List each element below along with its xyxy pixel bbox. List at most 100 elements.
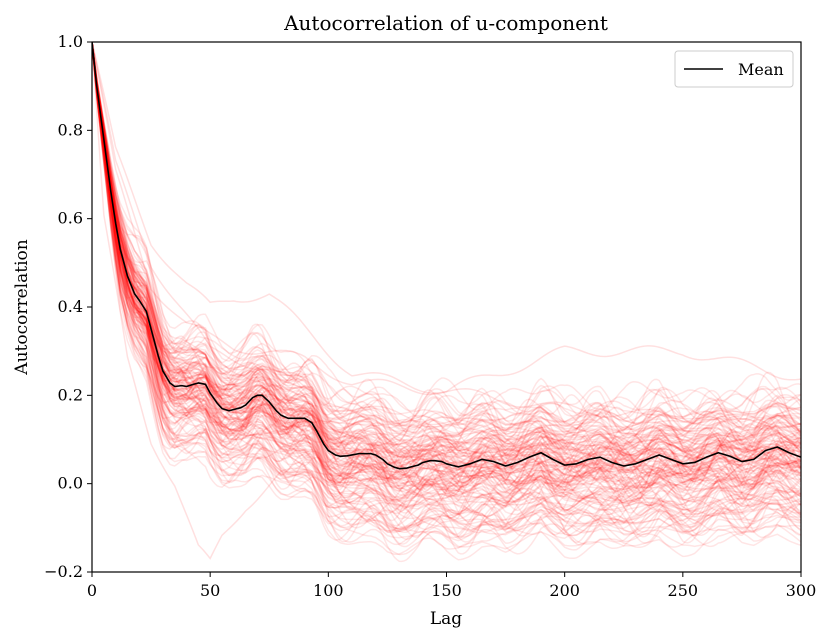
individual-series-line — [92, 42, 801, 533]
individual-series-line — [92, 42, 801, 463]
mean-series-group — [92, 42, 801, 470]
individual-series-line — [92, 42, 801, 459]
individual-series-line — [92, 42, 801, 490]
individual-series-line — [92, 42, 801, 563]
individual-series-line — [92, 42, 801, 505]
individual-series-line — [92, 42, 801, 522]
individual-series-line — [92, 42, 801, 458]
individual-series-line — [92, 42, 801, 450]
individual-series-line — [92, 42, 801, 499]
y-tick-label: 0.8 — [58, 120, 83, 139]
individual-series-line — [92, 42, 801, 434]
individual-series-line — [92, 42, 801, 438]
individual-series-line — [92, 42, 801, 458]
individual-series-line — [92, 42, 801, 434]
individual-series-line — [92, 42, 801, 437]
individual-series-line — [92, 42, 801, 435]
individual-series-line — [92, 42, 801, 501]
individual-series-line — [92, 42, 801, 479]
y-tick-label: 1.0 — [58, 32, 83, 51]
individual-series-line — [92, 42, 801, 533]
individual-series-line — [92, 42, 801, 527]
x-tick-label: 300 — [786, 581, 817, 600]
individual-series-line — [92, 42, 801, 461]
individual-series-line — [92, 42, 801, 542]
individual-series-line — [92, 42, 801, 468]
individual-series-line — [92, 42, 801, 493]
individual-series-line — [92, 42, 801, 445]
individual-series-line — [92, 42, 801, 488]
individual-series-line — [92, 42, 801, 493]
x-tick-label: 150 — [431, 581, 462, 600]
individual-series-line — [92, 42, 801, 491]
individual-series-line — [92, 42, 801, 435]
individual-series-line — [92, 42, 801, 492]
individual-series-line — [92, 42, 801, 453]
individual-series-line — [92, 42, 801, 452]
individual-series-line — [92, 42, 801, 530]
individual-series-line — [92, 42, 801, 491]
individual-series-line — [92, 42, 801, 445]
individual-series-line — [92, 42, 801, 501]
individual-series-line — [92, 42, 801, 495]
individual-series-line — [92, 42, 801, 503]
individual-series-line — [92, 42, 801, 439]
individual-series-line — [92, 42, 801, 480]
individual-series-line — [92, 42, 801, 475]
individual-series-line — [92, 42, 801, 453]
individual-series-line — [92, 42, 801, 469]
individual-series-line — [92, 42, 801, 475]
x-tick-label: 250 — [668, 581, 699, 600]
y-tick-label: 0.4 — [58, 297, 83, 316]
individual-series-line — [92, 42, 801, 537]
individual-series-line — [92, 42, 801, 481]
individual-series-line — [92, 42, 801, 444]
individual-series-line — [92, 42, 801, 437]
individual-series-line — [92, 42, 801, 426]
individual-series-line — [92, 42, 801, 470]
individual-series-line — [92, 42, 801, 506]
individual-series-line — [92, 42, 801, 463]
y-tick-label: 0.0 — [58, 474, 83, 493]
plot-area — [91, 41, 802, 573]
individual-series-line — [92, 42, 801, 521]
individual-series-line — [92, 42, 801, 466]
individual-series-line — [92, 42, 801, 561]
individual-series-line — [92, 42, 801, 428]
individual-series-line — [92, 42, 801, 544]
legend-mean-label: Mean — [738, 60, 784, 79]
individual-series-line — [92, 42, 801, 394]
individual-series-line — [92, 42, 801, 504]
individual-series-line — [92, 42, 801, 435]
individual-series-line — [92, 42, 801, 426]
individual-series-line — [92, 42, 801, 536]
individual-series-line — [92, 42, 801, 469]
individual-series-line — [92, 42, 801, 456]
individual-series-line — [92, 42, 801, 420]
y-tick-label: 0.6 — [58, 209, 83, 228]
individual-series-line — [92, 42, 801, 498]
individual-series-line — [92, 42, 801, 490]
individual-series-line — [92, 42, 801, 489]
individual-series-line — [92, 42, 801, 476]
individual-series-line — [92, 42, 801, 540]
individual-series-line — [92, 42, 801, 492]
individual-series-line — [92, 42, 801, 431]
individual-series-line — [92, 42, 801, 523]
individual-series-line — [92, 42, 801, 516]
individual-series-line — [92, 42, 801, 454]
individual-series-line — [92, 42, 801, 506]
individual-series-line — [92, 42, 801, 450]
individual-series-line — [92, 42, 801, 467]
individual-series-line — [92, 42, 801, 436]
individual-series-line — [92, 42, 801, 470]
individual-series-line — [92, 42, 801, 412]
individual-series-line — [92, 42, 801, 487]
individual-series-line — [92, 42, 801, 453]
individual-series-line — [92, 42, 801, 454]
individual-series-line — [92, 42, 801, 467]
individual-series-line — [92, 42, 801, 488]
individual-series-line — [92, 42, 801, 555]
individual-series-line — [92, 42, 801, 464]
